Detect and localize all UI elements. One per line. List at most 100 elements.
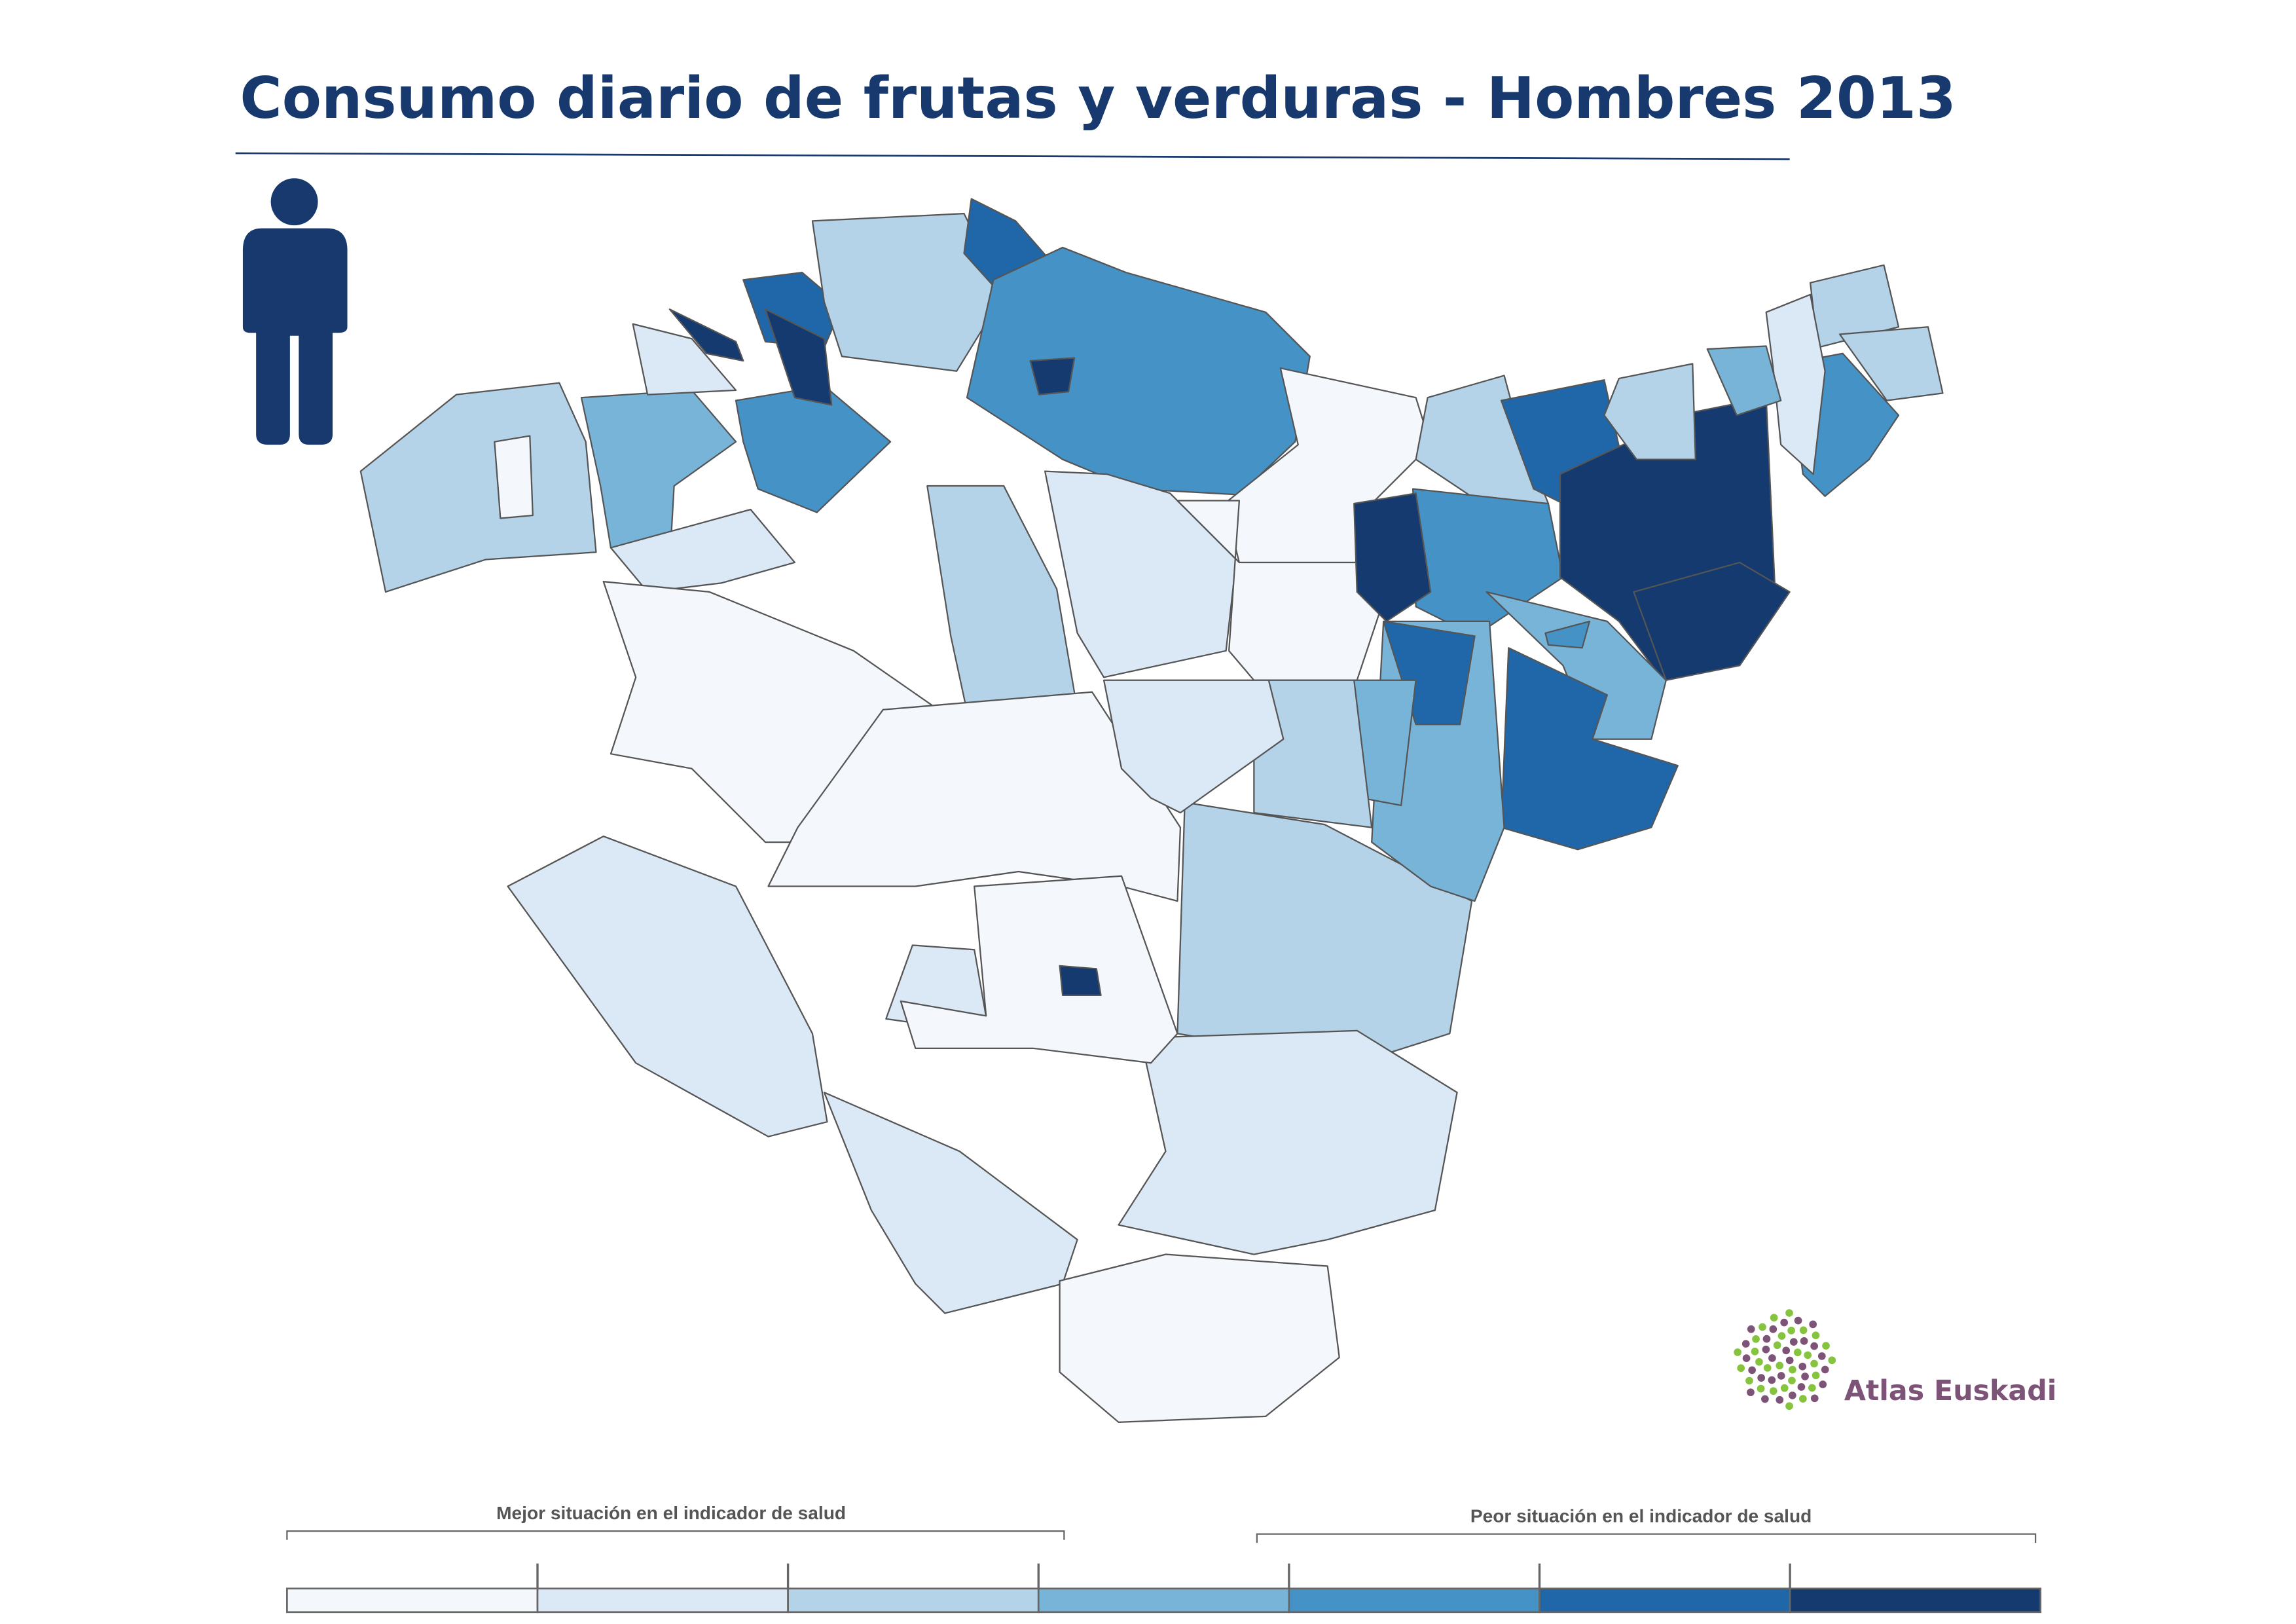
logo-dot bbox=[1773, 1341, 1781, 1350]
map-region bbox=[823, 1092, 1078, 1314]
logo-dot bbox=[1808, 1384, 1816, 1392]
logo-dot bbox=[1755, 1357, 1763, 1366]
legend-worse-label: Peor situación en el indicador de salud bbox=[1470, 1506, 1812, 1526]
logo-dot bbox=[1809, 1320, 1817, 1329]
logo-dot bbox=[1777, 1332, 1786, 1340]
logo-dot bbox=[1799, 1395, 1807, 1403]
logo-dot bbox=[1757, 1374, 1766, 1382]
logo-dot bbox=[1768, 1354, 1776, 1362]
legend-better-label: Mejor situación en el indicador de salud bbox=[496, 1503, 846, 1523]
logo-dot bbox=[1789, 1338, 1798, 1346]
logo-dot bbox=[1763, 1364, 1772, 1372]
logo-dot bbox=[1762, 1335, 1771, 1343]
map-region bbox=[494, 435, 534, 519]
logo-dot bbox=[1828, 1356, 1836, 1365]
logo-dot bbox=[1797, 1383, 1806, 1391]
logo-dot bbox=[1737, 1364, 1745, 1373]
logo-text: Atlas Euskadi bbox=[1844, 1375, 2057, 1407]
map-region bbox=[1706, 345, 1782, 416]
choropleth-map bbox=[359, 198, 1944, 1423]
map-region bbox=[668, 308, 744, 362]
map-region bbox=[811, 213, 1005, 372]
map-region bbox=[1500, 647, 1679, 851]
map-region bbox=[735, 385, 892, 513]
logo-dot bbox=[1804, 1351, 1812, 1359]
logo-dot bbox=[1762, 1345, 1770, 1354]
logo-dot bbox=[1748, 1366, 1757, 1375]
logo-dot bbox=[1776, 1395, 1784, 1404]
logo-dot bbox=[1785, 1309, 1793, 1317]
map-region bbox=[966, 246, 1311, 496]
logo-dot bbox=[1821, 1365, 1829, 1374]
logo-dot bbox=[1801, 1373, 1809, 1380]
legend-swatch bbox=[1037, 1587, 1290, 1614]
logo-dot bbox=[1819, 1380, 1827, 1388]
legend-swatch bbox=[787, 1587, 1040, 1614]
logo-dot bbox=[1810, 1394, 1819, 1403]
map-region bbox=[900, 875, 1178, 1064]
map-region bbox=[1118, 1029, 1458, 1255]
map-region bbox=[359, 382, 597, 593]
legend: Mejor situación en el indicador de salud… bbox=[286, 1503, 2042, 1614]
logo-dot bbox=[1742, 1354, 1751, 1362]
atlas-euskadi-logo: Atlas Euskadi bbox=[1734, 1309, 2057, 1411]
legend-better-bracket bbox=[286, 1530, 1065, 1540]
legend-swatch bbox=[536, 1587, 789, 1614]
map-region bbox=[632, 323, 737, 396]
legend-swatch bbox=[1539, 1587, 1791, 1614]
logo-dot bbox=[1747, 1388, 1755, 1397]
logo-dot bbox=[1747, 1325, 1755, 1333]
logo-dot bbox=[1770, 1314, 1778, 1322]
logo-dot bbox=[1761, 1395, 1769, 1403]
logo-dot bbox=[1776, 1361, 1784, 1370]
map-region bbox=[1353, 492, 1432, 622]
logo-dot bbox=[1782, 1346, 1791, 1355]
logo-dot bbox=[1798, 1362, 1807, 1371]
page-title: Consumo diario de frutas y verduras - Ho… bbox=[240, 65, 1956, 132]
title-divider bbox=[235, 152, 1790, 160]
logo-dot bbox=[1741, 1340, 1750, 1348]
legend-swatch bbox=[1789, 1587, 2042, 1614]
logo-dot bbox=[1800, 1337, 1808, 1345]
logo-dot bbox=[1780, 1384, 1789, 1392]
logo-dot bbox=[1810, 1359, 1818, 1368]
legend-swatch bbox=[286, 1587, 539, 1614]
map-region bbox=[1633, 561, 1791, 681]
map-region bbox=[1485, 591, 1667, 740]
logo-dot bbox=[1769, 1325, 1777, 1333]
map-region bbox=[1603, 363, 1696, 460]
logo-dot bbox=[1757, 1384, 1765, 1393]
logo-dot bbox=[1794, 1316, 1802, 1325]
logo-dot bbox=[1752, 1335, 1760, 1343]
logo-dot bbox=[1751, 1347, 1759, 1356]
logo-dot bbox=[1822, 1342, 1830, 1350]
logo-dot bbox=[1788, 1392, 1796, 1399]
map-region bbox=[1838, 326, 1944, 401]
logo-dot bbox=[1810, 1342, 1818, 1350]
map-region bbox=[1029, 357, 1076, 396]
map-region bbox=[1059, 1253, 1340, 1423]
legend-worse-bracket bbox=[1256, 1533, 2037, 1543]
legend-swatch bbox=[1288, 1587, 1540, 1614]
map-region bbox=[610, 508, 796, 593]
map-region bbox=[1044, 470, 1237, 678]
map-region bbox=[1544, 620, 1591, 649]
logo-dot bbox=[1789, 1365, 1796, 1374]
logo-dot bbox=[1769, 1387, 1777, 1395]
logo-dot bbox=[1812, 1331, 1820, 1340]
map-region bbox=[1102, 679, 1285, 814]
logo-dot bbox=[1777, 1372, 1785, 1380]
logo-dot bbox=[1768, 1376, 1776, 1384]
map-region bbox=[1253, 679, 1373, 828]
logo-dot bbox=[1812, 1371, 1820, 1380]
map-region bbox=[507, 835, 828, 1137]
logo-dot bbox=[1780, 1318, 1789, 1327]
logo-dot bbox=[1785, 1356, 1794, 1365]
logo-dot bbox=[1799, 1326, 1808, 1335]
map-region bbox=[764, 308, 833, 406]
logo-dot bbox=[1787, 1327, 1795, 1335]
logo-dot bbox=[1788, 1376, 1796, 1385]
logo-dot bbox=[1817, 1352, 1826, 1360]
logo-dot bbox=[1734, 1348, 1741, 1356]
